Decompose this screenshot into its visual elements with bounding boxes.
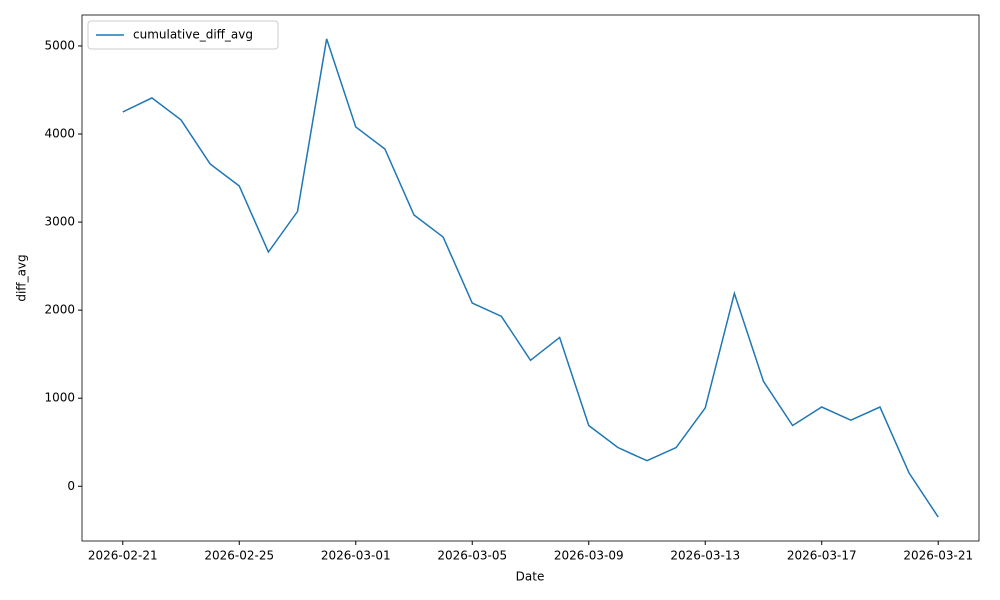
x-tick-label: 2026-03-13	[670, 549, 740, 563]
x-tick-label: 2026-03-01	[321, 549, 391, 563]
x-axis-label: Date	[516, 570, 545, 584]
legend-box	[87, 20, 279, 50]
y-tick-label: 3000	[44, 215, 75, 229]
y-tick-label: 4000	[44, 127, 75, 141]
x-tick-label: 2026-03-17	[787, 549, 857, 563]
y-tick-label: 1000	[44, 391, 75, 405]
y-axis-label: diff_avg	[15, 254, 29, 301]
x-tick-label: 2026-03-21	[903, 549, 973, 563]
data-line	[122, 38, 939, 518]
x-tick-label: 2026-03-05	[437, 549, 507, 563]
legend-label: cumulative_diff_avg	[133, 28, 253, 42]
x-tick-label: 2026-02-21	[88, 549, 158, 563]
plot-frame	[81, 14, 980, 542]
y-tick-label: 0	[67, 479, 75, 493]
x-tick-label: 2026-03-09	[554, 549, 624, 563]
x-tick-label: 2026-02-25	[204, 549, 274, 563]
y-tick-label: 2000	[44, 303, 75, 317]
y-tick-label: 5000	[44, 38, 75, 52]
